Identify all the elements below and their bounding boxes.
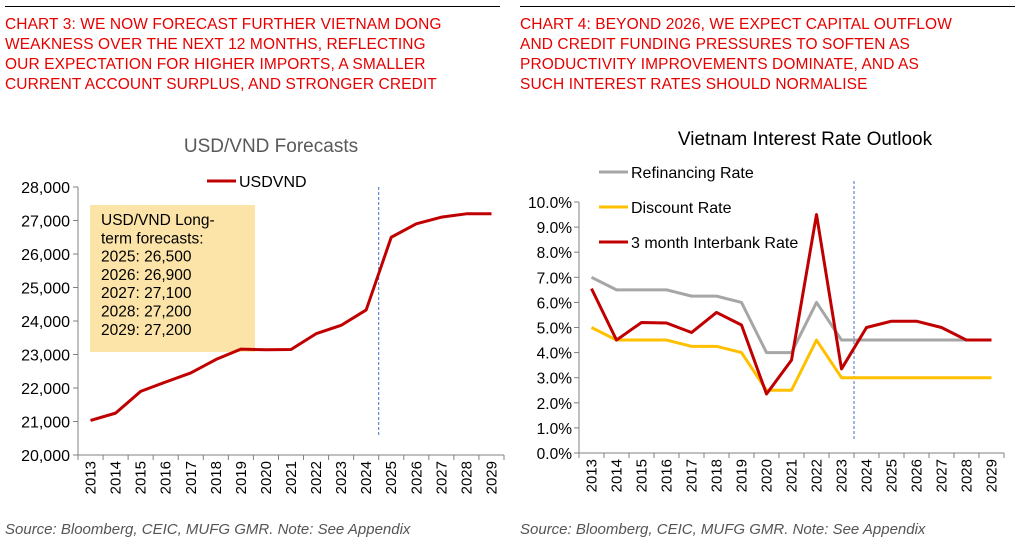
x-tick-label: 2015 [634, 459, 651, 492]
y-tick-label: 26,000 [21, 247, 70, 264]
x-tick-label: 2028 [458, 461, 475, 494]
x-tick-label: 2023 [333, 461, 350, 494]
x-tick-label: 2025 [884, 459, 901, 492]
forecast-callout-box [90, 205, 255, 352]
y-tick-label: 23,000 [21, 348, 70, 365]
callout-line: USD/VND Long- [101, 212, 215, 229]
source-note: Source: Bloomberg, CEIC, MUFG GMR. Note:… [520, 521, 926, 538]
x-tick-label: 2022 [809, 459, 826, 492]
callout-line: 2025: 26,500 [101, 249, 192, 266]
interest-rate-chart: Vietnam Interest Rate Outlook 0.0% 1.0% 2.0… [528, 129, 1005, 492]
heading-line: CHART 3: WE NOW FORECAST FURTHER VIETNAM… [5, 16, 442, 33]
y-tick-label: 5.0% [537, 321, 573, 338]
x-tick-label: 2027 [934, 459, 951, 492]
y-tick-label: 22,000 [21, 381, 70, 398]
top-rule [5, 6, 500, 7]
legend-label-discount-rate: Discount Rate [631, 200, 732, 217]
callout-line: 2027: 27,100 [101, 285, 192, 302]
heading-line: WEAKNESS OVER THE NEXT 12 MONTHS, REFLEC… [5, 36, 426, 53]
x-tick-label: 2023 [834, 459, 851, 492]
x-tick-label: 2025 [383, 461, 400, 494]
y-tick-label: 25,000 [21, 281, 70, 298]
heading-line: CHART 4: BEYOND 2026, WE EXPECT CAPITAL … [520, 16, 952, 33]
heading-line: CURRENT ACCOUNT SURPLUS, AND STRONGER CR… [5, 76, 437, 93]
x-tick-label: 2017 [684, 459, 701, 492]
y-tick-label: 3.0% [537, 371, 573, 388]
source-note: Source: Bloomberg, CEIC, MUFG GMR. Note:… [5, 521, 411, 538]
x-tick-label: 2014 [108, 461, 125, 494]
x-tick-label: 2017 [183, 461, 200, 494]
x-tick-label: 2026 [408, 461, 425, 494]
x-tick-label: 2019 [734, 459, 751, 492]
y-tick-label: 27,000 [21, 214, 70, 231]
x-tick-label: 2029 [984, 459, 1001, 492]
y-tick-label: 28,000 [21, 180, 70, 197]
heading-line: PRODUCTIVITY IMPROVEMENTS DOMINATE, AND … [520, 56, 919, 73]
y-tick-label: 10.0% [528, 195, 572, 212]
x-tick-label: 2021 [283, 461, 300, 494]
x-tick-label: 2020 [258, 461, 275, 494]
x-tick-label: 2021 [784, 459, 801, 492]
y-tick-label: 6.0% [537, 295, 573, 312]
x-tick-label: 2020 [759, 459, 776, 492]
heading-line: AND CREDIT FUNDING PRESSURES TO SOFTEN A… [520, 36, 910, 53]
chart-3-heading: CHART 3: WE NOW FORECAST FURTHER VIETNAM… [5, 15, 504, 95]
y-tick-label: 8.0% [537, 245, 573, 262]
x-tick-label: 2024 [358, 461, 375, 494]
chart-title: Vietnam Interest Rate Outlook [678, 129, 933, 150]
y-tick-label: 20,000 [21, 448, 70, 465]
legend-label-refinancing-rate: Refinancing Rate [631, 165, 754, 182]
y-tick-label: 4.0% [537, 346, 573, 363]
x-tick-label: 2013 [83, 461, 100, 494]
x-tick-label: 2026 [909, 459, 926, 492]
left-panel: CHART 3: WE NOW FORECAST FURTHER VIETNAM… [0, 0, 505, 550]
y-tick-label: 0.0% [537, 446, 573, 463]
y-tick-label: 9.0% [537, 220, 573, 237]
x-tick-label: 2029 [483, 461, 500, 494]
callout-line: 2029: 27,200 [101, 322, 192, 339]
callout-line: 2028: 27,200 [101, 304, 192, 321]
legend-label-usdvnd: USDVND [239, 174, 307, 191]
x-tick-label: 2024 [859, 459, 876, 492]
top-rule [520, 6, 1015, 7]
chart-4-heading: CHART 4: BEYOND 2026, WE EXPECT CAPITAL … [520, 15, 1019, 95]
x-tick-label: 2018 [208, 461, 225, 494]
heading-line: OUR EXPECTATION FOR HIGHER IMPORTS, A SM… [5, 56, 426, 73]
callout-line: term forecasts: [101, 230, 204, 247]
x-tick-label: 2028 [959, 459, 976, 492]
usdvnd-forecast-chart: USD/VND Forecasts 20,000 21,000 22,000 23,00… [21, 136, 505, 494]
chart-title: USD/VND Forecasts [184, 136, 358, 157]
x-tick-label: 2022 [308, 461, 325, 494]
x-tick-label: 2018 [709, 459, 726, 492]
callout-line: 2026: 26,900 [101, 267, 192, 284]
right-panel: CHART 4: BEYOND 2026, WE EXPECT CAPITAL … [515, 0, 1019, 550]
x-tick-label: 2019 [233, 461, 250, 494]
x-tick-label: 2013 [584, 459, 601, 492]
x-tick-label: 2027 [433, 461, 450, 494]
x-tick-label: 2016 [659, 459, 676, 492]
x-tick-label: 2014 [609, 459, 626, 492]
y-tick-label: 21,000 [21, 415, 70, 432]
y-tick-label: 2.0% [537, 396, 573, 413]
legend-label-interbank-rate: 3 month Interbank Rate [631, 235, 798, 252]
x-tick-label: 2015 [133, 461, 150, 494]
y-tick-label: 7.0% [537, 270, 573, 287]
heading-line: SUCH INTEREST RATES SHOULD NORMALISE [520, 76, 868, 93]
y-tick-label: 24,000 [21, 314, 70, 331]
y-tick-label: 1.0% [537, 421, 573, 438]
x-tick-label: 2016 [158, 461, 175, 494]
